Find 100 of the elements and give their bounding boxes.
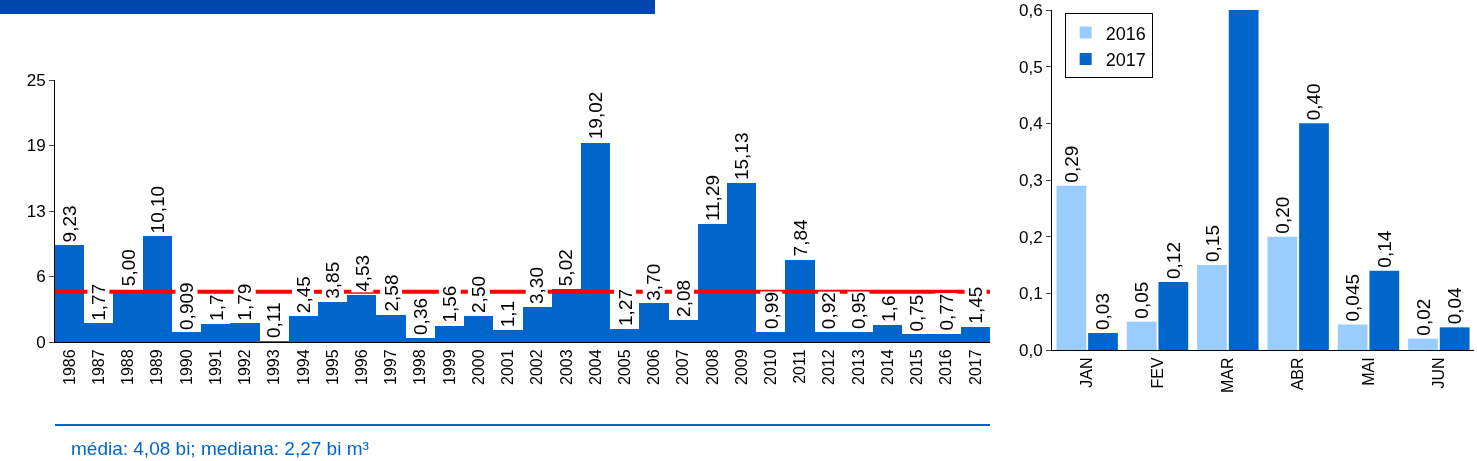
data-label: 1,6 (877, 295, 899, 322)
text: média: 4,08 bi; mediana: 2,27 bi m³ (71, 438, 369, 459)
bar (1369, 270, 1400, 350)
data-label: 9,23 (58, 205, 80, 243)
bar (1267, 236, 1298, 350)
y-tick-label: 0,4 (1018, 114, 1043, 134)
x-tick-label: 1997 (382, 349, 400, 385)
x-tick-label: 2014 (878, 349, 896, 385)
legend-label: 2017 (1105, 50, 1146, 71)
data-label: 2,50 (468, 275, 490, 313)
data-label: 0,14 (1373, 230, 1395, 268)
x-tick-label: 1994 (294, 349, 312, 385)
data-label: 1,79 (234, 283, 256, 321)
data-label: 0,04 (1444, 286, 1466, 325)
x-tick-label: 2016 (937, 349, 955, 385)
data-label: 1,77 (87, 283, 109, 321)
x-tick-label: 2006 (645, 349, 663, 385)
data-label: 1,27 (614, 288, 636, 326)
y-tick-label: 0,3 (1018, 170, 1043, 190)
data-label: 1,1 (497, 300, 519, 328)
data-label: 0,95 (847, 292, 869, 330)
x-tick-label: 2007 (674, 349, 692, 385)
data-label: 3,30 (526, 267, 548, 305)
bar (1299, 123, 1329, 350)
data-label: 2,45 (292, 276, 314, 314)
data-label: 0,15 (1201, 225, 1223, 262)
bar (1439, 327, 1470, 350)
y-tick-label: 13 (26, 201, 46, 221)
data-label: 3,85 (322, 261, 344, 299)
data-label: 2,08 (672, 279, 694, 317)
y-tick-label: 6 (36, 267, 46, 287)
data-label: 10,10 (147, 185, 169, 234)
data-label: 0,045 (1342, 273, 1364, 322)
x-tick-label: JAN (1078, 357, 1096, 388)
x-tick-label: 2004 (586, 349, 604, 385)
y-tick-label: 0,1 (1018, 284, 1043, 304)
bar (1088, 333, 1118, 350)
data-label: 0,03 (1092, 293, 1114, 330)
data-label: 0,40 (1303, 83, 1325, 121)
data-label: 2,58 (380, 274, 402, 312)
x-tick-label: 2009 (732, 349, 750, 385)
x-tick-label: 1995 (323, 349, 341, 385)
x-tick-label: 1990 (177, 349, 195, 385)
x-tick-label: 2017 (966, 349, 984, 385)
data-label: 5,02 (555, 249, 577, 287)
x-tick-label: 1992 (236, 349, 254, 385)
x-tick-label: 2002 (528, 349, 546, 385)
x-tick-label: ABR (1289, 357, 1307, 391)
bar (1197, 265, 1227, 350)
data-label: 0,02 (1412, 298, 1434, 336)
data-label: 0,92 (818, 292, 840, 330)
x-tick-label: 1991 (206, 349, 224, 385)
bar (1408, 338, 1438, 350)
x-tick-label: 1996 (353, 349, 370, 385)
y-tick-label: 0,6 (1018, 0, 1043, 20)
data-label: 0,20 (1271, 196, 1293, 234)
data-label: 0,29 (1060, 145, 1082, 183)
bar (1056, 185, 1087, 350)
data-label: 1,45 (965, 286, 987, 324)
y-tick-label: 19 (26, 136, 46, 156)
data-label: 3,70 (643, 263, 665, 301)
data-label: 15,13 (731, 132, 753, 181)
bar (1337, 324, 1368, 350)
data-label: 0,36 (409, 297, 431, 335)
x-tick-label: 2005 (615, 349, 633, 385)
x-tick-label: 2000 (469, 349, 487, 385)
x-tick-label: 2013 (849, 349, 867, 385)
x-tick-label: 1986 (60, 349, 78, 385)
x-tick-label: 1987 (90, 349, 108, 385)
data-label: 0,11 (263, 302, 285, 338)
x-tick-label: 2015 (908, 349, 926, 385)
data-label: 0,909 (176, 282, 198, 330)
data-label: 0,75 (906, 294, 928, 332)
x-tick-label: 1993 (265, 349, 283, 385)
x-tick-label: 2003 (557, 349, 575, 385)
data-label: 19,02 (584, 91, 606, 140)
x-tick-label: 2010 (762, 349, 780, 385)
data-label: 0,12 (1162, 242, 1184, 279)
bar (1126, 321, 1157, 350)
y-tick-label: 0,2 (1018, 227, 1043, 247)
x-tick-label: 1998 (411, 349, 429, 385)
data-label: 0,05 (1131, 281, 1153, 319)
x-tick-label: 1989 (148, 349, 166, 385)
x-tick-label: 2001 (499, 349, 517, 385)
data-label: 5,00 (117, 249, 139, 287)
x-tick-label: 2011 (791, 349, 809, 384)
data-label: 1,56 (439, 285, 461, 323)
x-tick-label: 2012 (820, 349, 838, 385)
y-tick-label: 0 (36, 332, 46, 352)
x-tick-label: MAR (1219, 357, 1237, 393)
data-label: 7,84 (789, 219, 811, 257)
data-label: 0,99 (760, 292, 782, 329)
x-tick-label: MAI (1359, 357, 1377, 386)
y-tick-label: 0,0 (1018, 340, 1043, 360)
x-tick-label: 1999 (440, 349, 458, 385)
data-label: 1,7 (205, 294, 227, 321)
data-label: 11,29 (701, 174, 723, 222)
legend-label: 2016 (1105, 23, 1146, 44)
bar (1228, 10, 1259, 350)
x-tick-label: 1988 (119, 349, 137, 385)
